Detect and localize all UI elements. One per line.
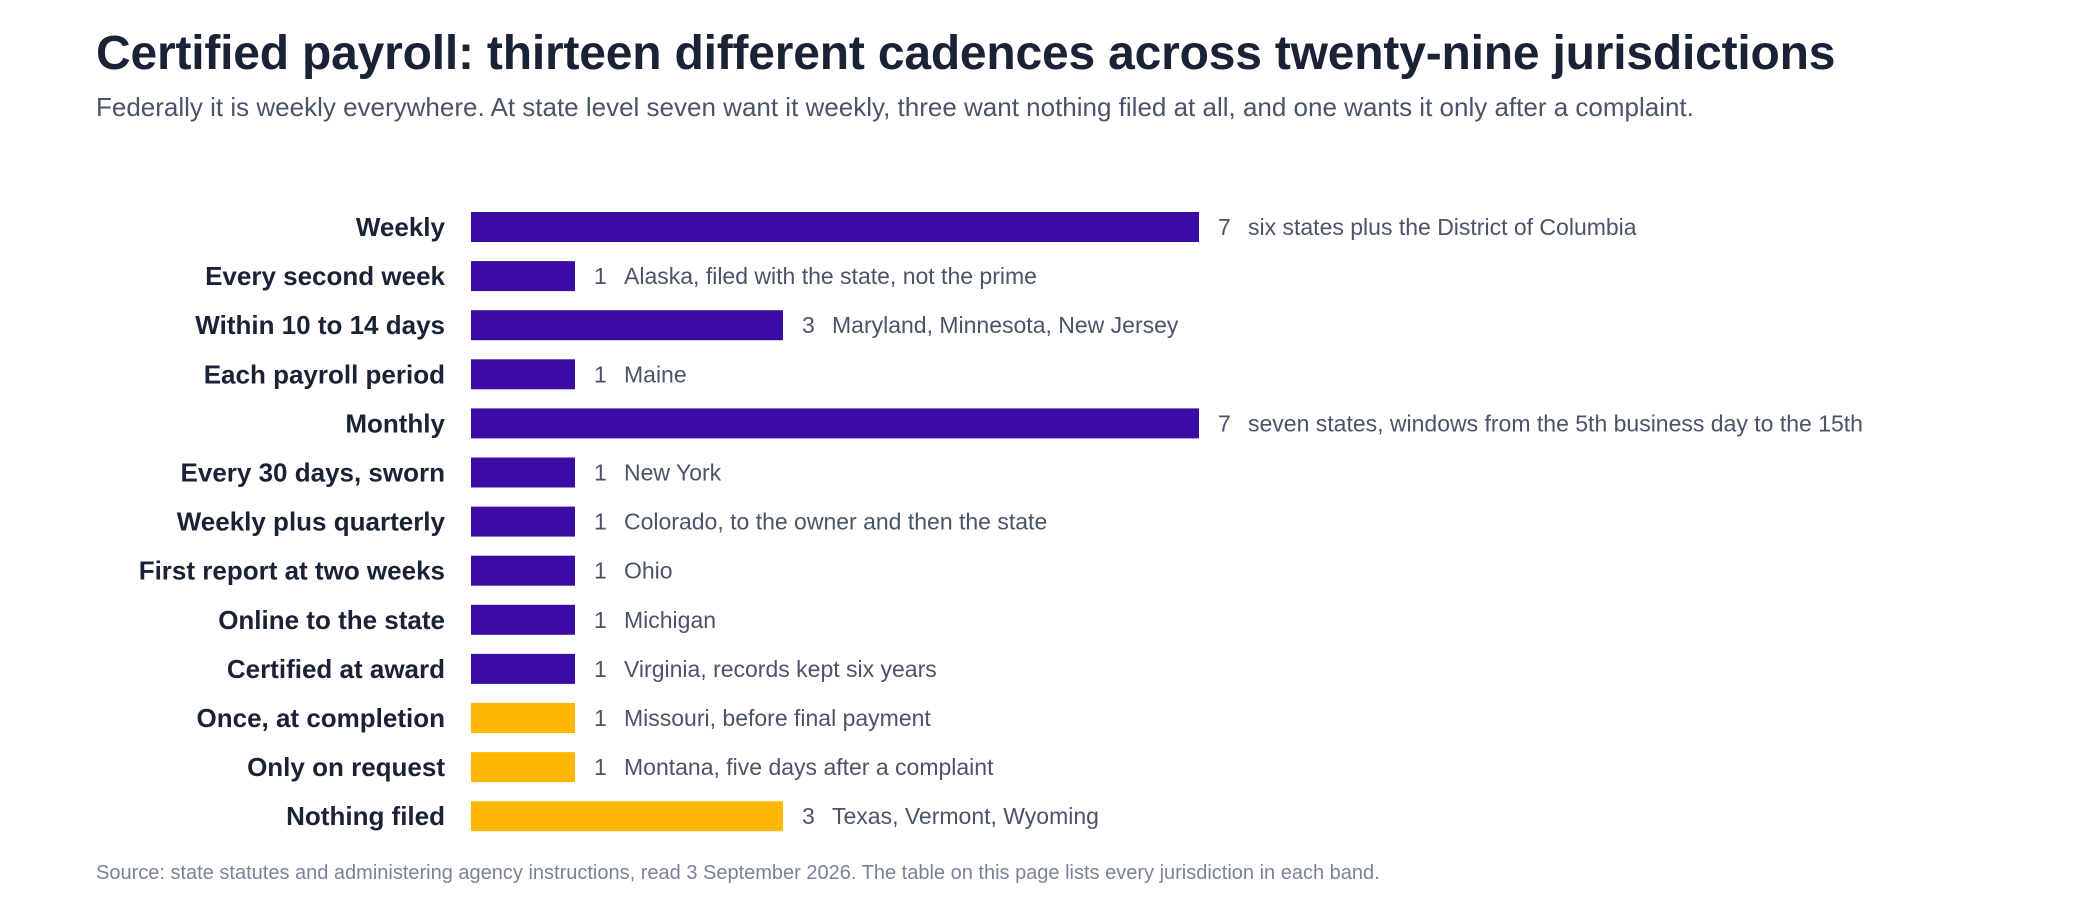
bar xyxy=(471,555,575,586)
value-label: 1 xyxy=(594,607,607,633)
category-label: Every second week xyxy=(205,261,445,291)
category-label: Once, at completion xyxy=(197,703,446,733)
category-label: Every 30 days, sworn xyxy=(181,458,445,488)
category-label: Within 10 to 14 days xyxy=(195,310,445,340)
bar xyxy=(471,752,575,783)
category-label: Online to the state xyxy=(218,605,445,635)
bar xyxy=(471,604,575,635)
bar xyxy=(471,212,1199,242)
bar xyxy=(471,408,1199,439)
category-label: Nothing filed xyxy=(286,801,445,831)
bar-row: Monthly 7 seven states, windows from the 5… xyxy=(345,408,1863,439)
annotation-label: seven states, windows from the 5th busin… xyxy=(1248,410,1863,436)
annotation-label: Virginia, records kept six years xyxy=(624,656,937,682)
annotation-label: Colorado, to the owner and then the stat… xyxy=(624,509,1047,535)
category-label: Weekly xyxy=(356,212,446,242)
category-label: Monthly xyxy=(345,408,445,438)
category-label: Each payroll period xyxy=(204,359,445,389)
annotation-label: Maine xyxy=(624,361,687,387)
value-label: 1 xyxy=(594,460,607,486)
bar xyxy=(471,457,575,488)
chart-title: Certified payroll: thirteen different ca… xyxy=(96,27,1836,80)
annotation-label: Missouri, before final payment xyxy=(624,705,931,731)
chart-subtitle: Federally it is weekly everywhere. At st… xyxy=(96,92,1694,122)
bar-row: Certified at award 1 Virginia, records kep… xyxy=(227,653,937,684)
value-label: 1 xyxy=(594,656,607,682)
annotation-label: New York xyxy=(624,460,722,486)
annotation-label: Maryland, Minnesota, New Jersey xyxy=(832,312,1179,338)
value-label: 3 xyxy=(802,312,815,338)
bar-row: Once, at completion 1 Missouri, before fin… xyxy=(197,703,931,733)
value-label: 1 xyxy=(594,558,607,584)
annotation-label: six states plus the District of Columbia xyxy=(1248,214,1637,240)
bar xyxy=(471,261,575,292)
annotation-label: Texas, Vermont, Wyoming xyxy=(832,803,1099,829)
bar xyxy=(471,653,575,684)
annotation-label: Ohio xyxy=(624,558,673,584)
bar-row: Only on request 1 Montana, five days after… xyxy=(247,752,994,783)
annotation-label: Alaska, filed with the state, not the pr… xyxy=(624,263,1037,289)
value-label: 1 xyxy=(594,754,607,780)
value-label: 1 xyxy=(594,705,607,731)
source-note: Source: state statutes and administering… xyxy=(96,862,1380,884)
value-label: 7 xyxy=(1218,410,1231,436)
bar-row: Within 10 to 14 days 3 Maryland, Minnesota… xyxy=(195,310,1179,341)
value-label: 1 xyxy=(594,263,607,289)
bar-row: Every second week 1 Alaska, filed with the… xyxy=(205,261,1037,292)
bar xyxy=(471,359,575,390)
category-label: Only on request xyxy=(247,752,445,782)
value-label: 3 xyxy=(802,803,815,829)
bar-row: First report at two weeks 1 Ohio xyxy=(139,555,673,586)
value-label: 7 xyxy=(1218,214,1231,240)
category-label: Weekly plus quarterly xyxy=(177,507,446,537)
bar xyxy=(471,703,575,733)
bar-row: Each payroll period 1 Maine xyxy=(204,359,687,390)
bar xyxy=(471,310,783,341)
category-label: First report at two weeks xyxy=(139,556,445,586)
bar xyxy=(471,506,575,537)
value-label: 1 xyxy=(594,509,607,535)
value-label: 1 xyxy=(594,361,607,387)
bar xyxy=(471,801,783,832)
bar-row: Every 30 days, sworn 1 New York xyxy=(181,457,722,488)
category-label: Certified at award xyxy=(227,654,445,684)
annotation-label: Montana, five days after a complaint xyxy=(624,754,994,780)
bar-row: Weekly plus quarterly 1 Colorado, to the o… xyxy=(177,506,1047,537)
bar-row: Online to the state 1 Michigan xyxy=(218,604,716,635)
bar-row: Weekly 7 six states plus the District of C… xyxy=(356,212,1637,242)
bar-row: Nothing filed 3 Texas, Vermont, Wyoming xyxy=(286,801,1099,832)
annotation-label: Michigan xyxy=(624,607,716,633)
